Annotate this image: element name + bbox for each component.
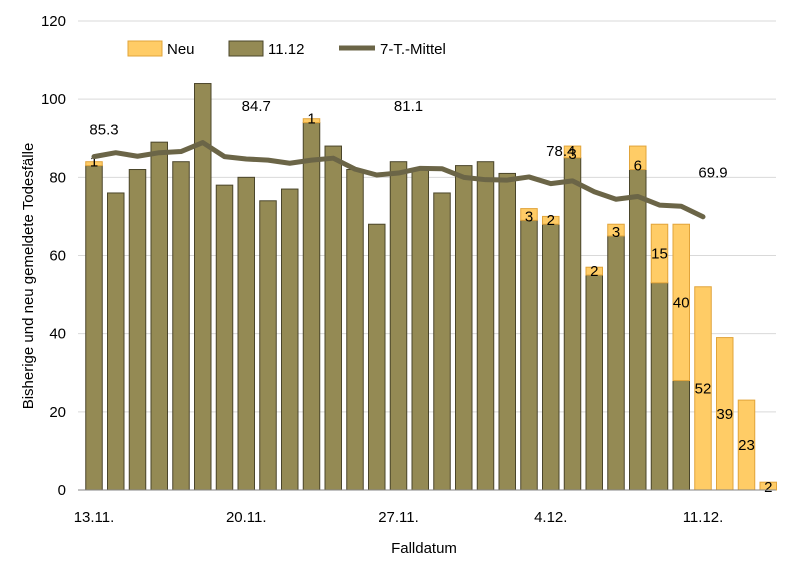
bar-bisherige-4 (172, 161, 190, 491)
bar-neu-25 (629, 145, 647, 171)
bar-bisherige-18 (476, 161, 495, 491)
bar-bisherige-15 (411, 169, 429, 491)
legend-swatch-bisherige (228, 40, 264, 57)
legend-label-neu: Neu (167, 41, 195, 58)
x-axis-title: Falldatum (391, 540, 457, 557)
data-label-neu-22: 3 (568, 146, 576, 163)
y-axis-title: Bisherige und neu gemeldete Todesfälle (20, 143, 37, 410)
data-label-neu-28: 52 (695, 380, 712, 397)
x-tick-14: 27.11. (378, 509, 419, 526)
bar-bisherige-9 (281, 188, 299, 491)
x-tick-28: 11.12. (683, 509, 724, 526)
y-tick-0: 0 (58, 482, 66, 499)
y-tick-60: 60 (49, 248, 66, 265)
bar-neu-0 (85, 161, 103, 167)
bar-neu-20 (520, 208, 538, 221)
y-tick-100: 100 (41, 91, 66, 108)
y-tick-120: 120 (41, 13, 66, 30)
moving-average-polyline (91, 140, 706, 220)
average-label-21: 78.4 (546, 143, 575, 160)
data-label-neu-21: 2 (547, 212, 555, 229)
bar-bisherige-10 (302, 122, 321, 491)
y-tick-80: 80 (49, 169, 66, 186)
bar-bisherige-2 (128, 169, 147, 491)
bar-bisherige-6 (215, 184, 234, 491)
bars (85, 83, 777, 491)
x-tick-21: 4.12. (534, 509, 567, 526)
x-tick-0: 13.11. (74, 509, 115, 526)
data-label-neu-23: 2 (590, 263, 598, 280)
data-label-neu-30: 23 (738, 437, 755, 454)
bar-bisherige-0 (85, 165, 103, 491)
bar-neu-22 (563, 145, 582, 159)
bar-bisherige-7 (237, 176, 255, 491)
x-tick-7: 20.11. (226, 509, 267, 526)
data-label-neu-26: 15 (651, 246, 668, 263)
legend-swatch-neu (127, 40, 163, 57)
data-label-neu-0: 1 (90, 154, 98, 171)
bar-bisherige-20 (520, 219, 538, 491)
bar-bisherige-11 (324, 145, 342, 491)
bar-bisherige-1 (107, 192, 125, 491)
data-label-neu-25: 6 (634, 158, 642, 175)
legend: Neu 11.12 7-T.-Mittel (127, 40, 446, 58)
bar-bisherige-19 (498, 172, 516, 491)
bar-bisherige-12 (346, 169, 364, 491)
bar-neu-26 (650, 223, 669, 284)
bar-bisherige-23 (585, 274, 603, 491)
average-label-7: 84.7 (242, 98, 271, 115)
data-label-neu-31: 2 (764, 479, 772, 496)
bar-neu-23 (585, 266, 603, 276)
bar-bisherige-27 (672, 380, 690, 491)
x-axis-tick-labels: 13.11. 20.11. 27.11. 4.12. 11.12. (74, 509, 724, 526)
average-label-0: 85.3 (89, 121, 118, 138)
bar-bisherige-25 (629, 169, 647, 491)
average-label-28: 69.9 (698, 164, 727, 181)
data-label-neu-29: 39 (716, 406, 733, 423)
bar-bisherige-3 (150, 141, 168, 491)
data-label-neu-24: 3 (612, 224, 620, 241)
bar-bisherige-14 (389, 161, 408, 491)
moving-average-labels: 85.3 84.7 81.1 78.4 69.9 (89, 98, 727, 181)
bar-bisherige-22 (563, 157, 582, 491)
y-axis-tick-labels: 0 20 40 60 80 100 120 (41, 13, 66, 499)
bar-bisherige-21 (542, 223, 560, 491)
bar-bisherige-8 (259, 200, 277, 491)
bar-neu-24 (607, 223, 625, 237)
bar-bisherige-17 (455, 165, 473, 491)
bar-neu-27 (672, 223, 690, 382)
bar-neu-21 (542, 215, 560, 225)
y-tick-20: 20 (49, 404, 66, 421)
data-label-neu-10: 1 (307, 111, 315, 128)
bar-bisherige-16 (433, 192, 451, 491)
legend-label-mittel: 7-T.-Mittel (380, 41, 446, 58)
moving-average-line (91, 140, 706, 220)
y-tick-40: 40 (49, 326, 66, 343)
data-label-neu-27: 40 (673, 294, 690, 311)
legend-label-bisherige: 11.12 (268, 41, 304, 58)
average-label-14: 81.1 (394, 98, 423, 115)
bar-bisherige-24 (607, 235, 625, 491)
bar-bisherige-26 (650, 282, 669, 491)
bar-bisherige-13 (368, 223, 386, 491)
bar-neu-10 (302, 118, 321, 124)
data-label-neu-20: 3 (525, 208, 533, 225)
